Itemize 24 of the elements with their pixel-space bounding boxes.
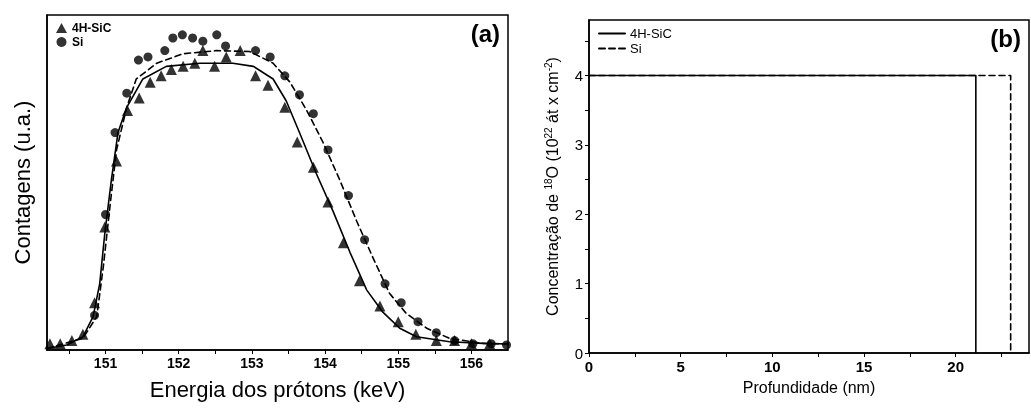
- legend-label: 4H-SiC: [630, 26, 672, 41]
- x-axis-title: Profundidade (nm): [742, 378, 876, 396]
- legend-label: 4H-SiC: [72, 21, 112, 35]
- x-tick-label: 20: [947, 358, 965, 375]
- y-tick-label: 3: [574, 136, 583, 154]
- x-tick-label: 155: [386, 355, 411, 371]
- annotation: (b): [990, 24, 1022, 52]
- y-tick-label: 2: [574, 205, 583, 223]
- x-tick-label: 156: [459, 355, 484, 371]
- x-axis-title: Energia dos prótons (keV): [149, 376, 406, 402]
- y-axis-title: Concentração de 18O (1022 át x cm-2): [542, 57, 561, 316]
- x-tick-label: 154: [313, 355, 337, 371]
- x-tick-label: 15: [855, 358, 873, 375]
- x-tick-label: 5: [676, 358, 685, 375]
- y-tick-label: 4: [574, 67, 583, 84]
- y-axis-title: Contagens (u.a.): [9, 100, 35, 265]
- x-tick-label: 151: [93, 355, 118, 371]
- legend-label: Si: [630, 41, 642, 56]
- legend-label: Si: [72, 35, 84, 49]
- y-tick-label: 1: [574, 275, 583, 293]
- annotation: (a): [470, 19, 501, 47]
- x-tick-label: 10: [763, 358, 781, 375]
- x-tick-label: 152: [167, 355, 191, 371]
- x-tick-label: 153: [240, 355, 264, 371]
